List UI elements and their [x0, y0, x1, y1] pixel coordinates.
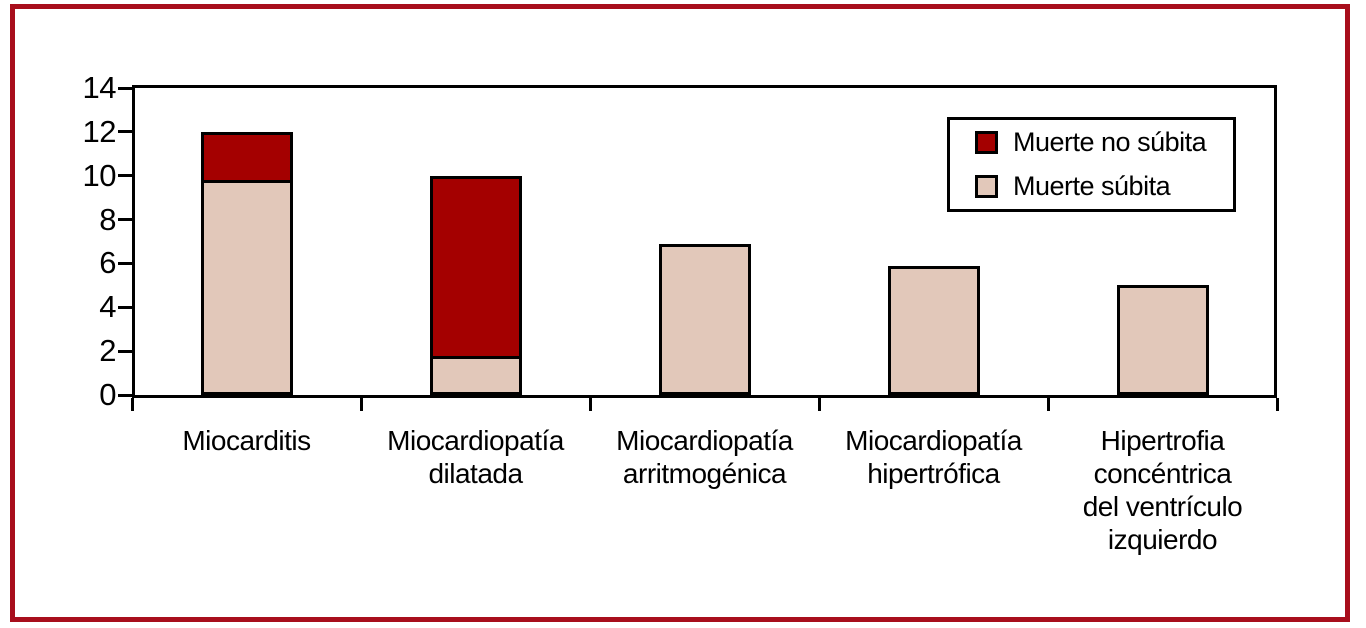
y-tick-mark	[118, 86, 132, 90]
legend-label: Muerte no súbita	[1013, 127, 1207, 157]
x-tick-mark	[359, 398, 363, 411]
y-tick-label: 4	[99, 289, 116, 325]
legend-label: Muerte súbita	[1013, 171, 1171, 201]
y-tick-mark	[118, 261, 132, 265]
category-label: Miocardiopatía hipertrófica	[845, 425, 1022, 489]
category-label: Miocarditis	[182, 425, 311, 456]
y-tick-label: 0	[99, 377, 116, 412]
y-tick-label: 8	[99, 201, 116, 237]
category-label: Hipertrofia concéntrica del ventrículo i…	[1082, 425, 1243, 555]
y-tick-label: 10	[82, 157, 117, 193]
legend-box: Muerte no súbita Muerte súbita	[947, 117, 1236, 212]
y-axis: 0 2 4 6 8 10 12 14	[0, 71, 132, 412]
y-tick-mark	[118, 130, 132, 134]
x-axis-labels: Miocarditis Miocardiopatía dilatada Miocar…	[132, 424, 1277, 564]
y-tick-mark	[118, 174, 132, 178]
y-tick-label: 14	[82, 70, 117, 105]
y-tick-label: 12	[82, 113, 117, 149]
x-tick-mark	[130, 398, 134, 411]
x-tick-mark	[1046, 398, 1050, 411]
bar-segment-muerte-s-bita	[1117, 285, 1209, 395]
bar-segment-muerte-s-bita	[201, 180, 293, 395]
y-tick-mark	[118, 393, 132, 397]
y-tick-mark	[118, 305, 132, 309]
legend-swatch-muerte-no-s-bita	[975, 131, 998, 154]
x-tick-mark	[1275, 398, 1279, 411]
bar-segment-muerte-s-bita	[659, 243, 751, 395]
legend-entry: Muerte no súbita	[975, 127, 1233, 158]
x-axis	[130, 398, 1279, 414]
x-tick-mark	[817, 398, 821, 411]
bar-segment-muerte-s-bita	[888, 265, 980, 395]
bar-segment-muerte-no-s-bita	[430, 175, 522, 359]
y-tick-mark	[118, 349, 132, 353]
legend-entry: Muerte súbita	[975, 171, 1233, 202]
category-label: Miocardiopatía arritmogénica	[616, 425, 793, 489]
legend-swatch-muerte-s-bita	[975, 175, 998, 198]
y-tick-label: 6	[99, 245, 116, 281]
y-tick-label: 2	[99, 333, 116, 369]
x-tick-mark	[588, 398, 592, 411]
y-tick-mark	[118, 218, 132, 222]
bar-segment-muerte-no-s-bita	[201, 131, 293, 184]
plot-area	[132, 85, 1277, 398]
bar-segment-muerte-s-bita	[430, 355, 522, 395]
category-label: Miocardiopatía dilatada	[387, 425, 564, 489]
